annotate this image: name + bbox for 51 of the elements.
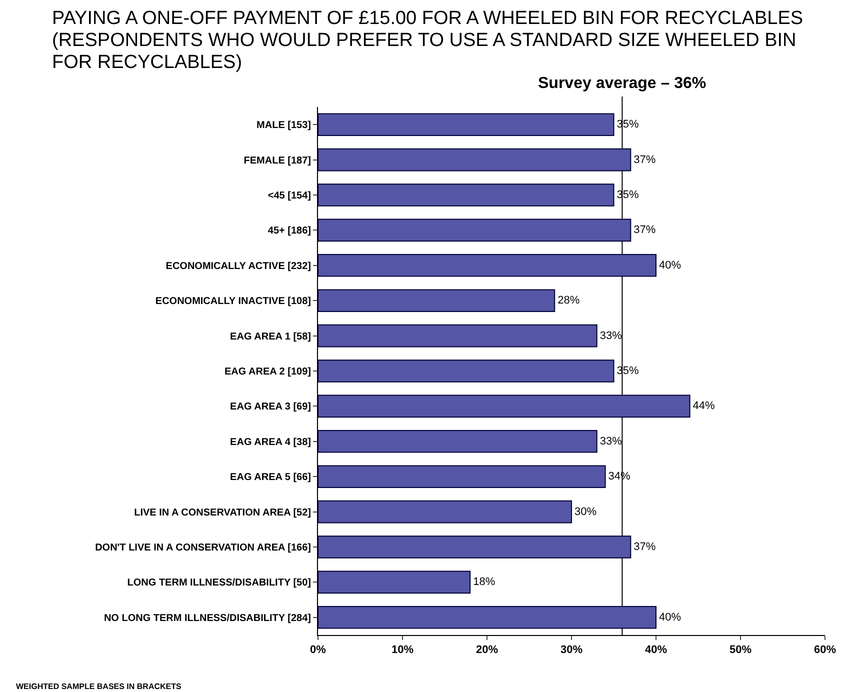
y-tick-label: EAG AREA 3 [69]	[230, 402, 311, 413]
bar	[318, 394, 690, 418]
bar	[318, 570, 471, 594]
bar	[318, 148, 632, 172]
y-tick-label: NO LONG TERM ILLNESS/DISABILITY [284]	[104, 612, 311, 624]
x-tick-label: 60%	[814, 644, 836, 656]
y-tick-label: EAG AREA 2 [109]	[224, 366, 311, 378]
bar	[318, 606, 656, 629]
x-tick-label: 30%	[560, 644, 583, 656]
data-label: 37%	[634, 541, 656, 553]
x-tick-label: 0%	[310, 644, 326, 656]
y-tick-label: MALE [153]	[256, 120, 311, 132]
bar	[318, 113, 614, 136]
bar	[318, 430, 598, 453]
x-tick-label: 10%	[391, 644, 414, 656]
y-tick-label: ECONOMICALLY INACTIVE [108]	[155, 296, 311, 308]
y-tick-label: FEMALE [187]	[244, 155, 311, 166]
y-tick-label: EAG AREA 1 [58]	[230, 331, 311, 342]
bar	[318, 184, 614, 206]
bar	[318, 536, 632, 558]
bar	[318, 324, 598, 348]
bar	[318, 360, 614, 382]
y-tick-label: EAG AREA 4 [38]	[230, 436, 311, 448]
bar	[318, 254, 656, 277]
data-label: 30%	[574, 506, 597, 518]
x-tick-label: 50%	[729, 644, 752, 656]
bar	[318, 289, 556, 312]
y-tick-label: LONG TERM ILLNESS/DISABILITY [50]	[127, 578, 311, 589]
chart-title: PAYING A ONE-OFF PAYMENT OF £15.00 FOR A WHEELED BIN FOR RECYCLABLES (RESPONDENTS WHO WOULD PREFER TO USE A STANDARD SIZE WHEELED BIN FOR RECYCLABLES)	[52, 8, 804, 74]
x-tick-label: 40%	[644, 644, 668, 656]
y-tick-label: EAG AREA 5 [66]	[230, 472, 311, 484]
text: WEIGHTED SAMPLE BASES IN BRACKETS	[16, 682, 182, 691]
y-tick-label: 45+ [186]	[268, 226, 311, 237]
data-label: 33%	[600, 435, 622, 448]
data-label: 44%	[692, 400, 716, 412]
data-label: 37%	[634, 154, 656, 166]
ref-line-label: Survey average – 36%	[538, 75, 706, 92]
data-label: 40%	[659, 259, 682, 272]
y-tick-label: DON'T LIVE IN A CONSERVATION AREA [166]	[95, 542, 311, 554]
bar	[318, 465, 606, 488]
data-label: 18%	[473, 576, 496, 588]
bar	[318, 500, 572, 524]
bar	[318, 218, 632, 242]
y-tick-label: LIVE IN A CONSERVATION AREA [52]	[134, 507, 311, 518]
y-tick-label: <45 [154]	[268, 190, 311, 202]
data-label: 40%	[659, 611, 682, 624]
y-tick-label: ECONOMICALLY ACTIVE [232]	[166, 260, 311, 272]
data-label: 33%	[600, 330, 622, 342]
data-label: 37%	[634, 224, 656, 236]
data-label: 28%	[558, 294, 580, 307]
x-tick-label: 20%	[476, 644, 498, 656]
